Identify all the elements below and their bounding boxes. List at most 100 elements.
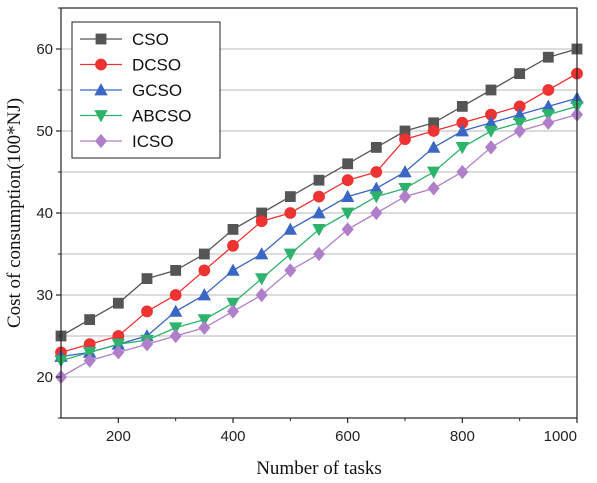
data-point [84, 314, 96, 326]
data-point [456, 101, 468, 112]
data-point [399, 133, 411, 146]
data-point [542, 115, 555, 130]
x-tick-label: 800 [450, 428, 475, 445]
data-point [455, 124, 470, 137]
data-point [427, 125, 440, 137]
x-axis-title: Number of tasks [256, 458, 382, 479]
data-point [227, 223, 239, 235]
data-point [341, 174, 354, 187]
legend-marker [95, 58, 107, 71]
legend-marker [95, 33, 107, 45]
legend-marker [94, 110, 108, 123]
x-tick-label: 200 [106, 428, 131, 445]
y-tick-label: 40 [36, 205, 53, 222]
series-dcso [55, 67, 583, 359]
data-point [141, 273, 153, 285]
series-abcso [54, 101, 584, 368]
data-point [255, 215, 268, 228]
legend-label: GCSO [132, 81, 182, 100]
data-point [197, 288, 212, 301]
data-point [255, 287, 268, 303]
x-tick-label: 600 [335, 428, 360, 445]
legend-item-cso: CSO [80, 30, 169, 49]
data-point [312, 246, 326, 262]
y-tick-label: 60 [36, 41, 53, 58]
data-point [370, 166, 383, 178]
data-point [341, 222, 354, 237]
data-point [169, 289, 182, 301]
data-point [198, 264, 211, 277]
data-point [226, 263, 240, 276]
data-point [284, 207, 297, 219]
data-point [455, 141, 470, 155]
data-point [111, 338, 126, 352]
data-point [169, 328, 182, 344]
data-point [226, 297, 240, 311]
y-tick-label: 50 [36, 123, 53, 140]
data-point [284, 263, 297, 278]
data-point [427, 181, 440, 196]
data-point [485, 84, 497, 96]
data-point [168, 304, 183, 317]
x-tick-label: 1000 [544, 428, 577, 445]
data-point [398, 165, 412, 178]
data-point [198, 320, 211, 335]
data-point [313, 174, 325, 186]
y-tick-label: 20 [36, 369, 53, 386]
data-point [456, 164, 469, 180]
data-point [370, 205, 383, 221]
data-point [83, 353, 96, 368]
data-point [283, 222, 298, 235]
data-point [283, 248, 298, 261]
data-point [340, 189, 355, 203]
data-point [542, 51, 554, 63]
series-icso [54, 107, 584, 385]
data-point [312, 206, 326, 219]
y-tick-label: 30 [36, 287, 53, 304]
data-point [342, 158, 354, 170]
data-point [170, 264, 182, 276]
data-point [340, 207, 355, 220]
data-point [82, 346, 97, 360]
x-tick-label: 400 [220, 428, 245, 445]
legend-label: CSO [132, 30, 169, 49]
data-point [112, 297, 124, 309]
data-point [513, 123, 526, 139]
axes: 20 30 40 50 60 200 400 600 800 1000 [36, 7, 578, 445]
data-point [226, 304, 240, 319]
legend-label: ABCSO [132, 107, 192, 126]
data-point [112, 345, 125, 360]
data-point [197, 314, 212, 327]
data-point [168, 322, 183, 335]
legend-label: DCSO [132, 56, 181, 75]
legend-item-icso: ICSO [80, 132, 174, 151]
data-point [254, 273, 269, 286]
data-point [484, 125, 498, 138]
data-point [398, 189, 412, 204]
data-point [541, 109, 556, 122]
data-point [369, 191, 384, 204]
data-point [512, 117, 527, 130]
data-point [227, 239, 239, 252]
data-point [313, 190, 325, 203]
series-layer [54, 43, 584, 385]
data-point [140, 337, 154, 352]
data-point [398, 182, 412, 196]
data-point [426, 140, 441, 153]
series-gcso [54, 91, 584, 362]
data-point [254, 247, 269, 260]
data-point [141, 305, 153, 318]
data-point [484, 140, 498, 155]
legend-item-dcso: DCSO [80, 56, 181, 75]
data-point [514, 68, 526, 79]
data-point [198, 248, 210, 260]
data-point [542, 84, 555, 96]
data-point [312, 223, 326, 237]
y-axis-title: Cost of consumption(100*NJ) [4, 98, 25, 328]
data-point [426, 166, 441, 179]
legend-marker [94, 133, 108, 149]
legend-item-abcso: ABCSO [80, 107, 192, 126]
legend-label: ICSO [132, 132, 174, 151]
legend-marker [94, 83, 108, 96]
